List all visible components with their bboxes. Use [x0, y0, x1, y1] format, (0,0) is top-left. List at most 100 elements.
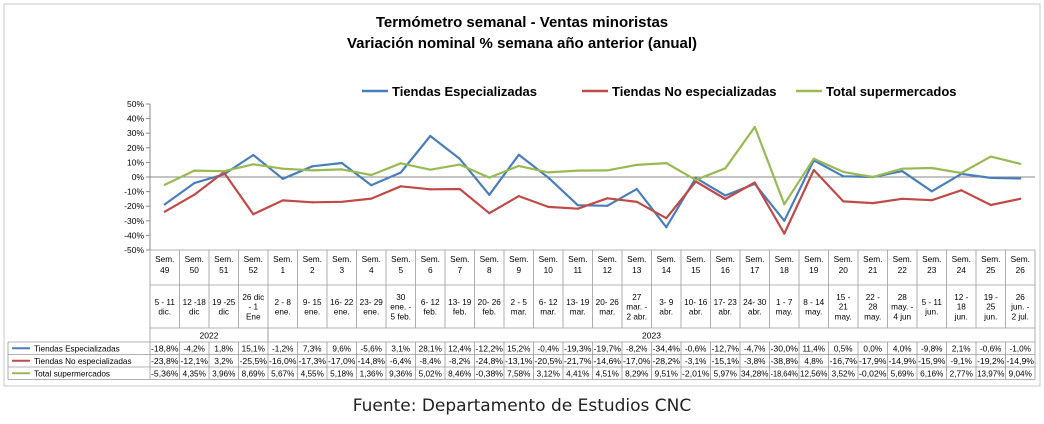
data-label: -3,1%: [685, 357, 706, 366]
date-range-line: 1 - 7: [776, 298, 793, 307]
data-point: [193, 193, 196, 196]
data-point: [724, 194, 727, 197]
data-label: 15,1%: [242, 344, 265, 353]
data-point: [989, 176, 992, 179]
data-point: [252, 153, 255, 157]
data-point: [842, 200, 845, 203]
week-label: Sem. 25: [981, 254, 1000, 275]
data-point: [517, 153, 520, 156]
date-range-line: 26 dic: [242, 293, 264, 302]
date-range-label: 24- 30 abr.: [743, 298, 767, 317]
data-point: [635, 163, 638, 166]
series-line: [164, 125, 1021, 206]
data-point: [901, 167, 904, 170]
week-label-line: 12: [603, 265, 613, 275]
week-label-line: Sem.: [214, 254, 233, 264]
data-label: -13,1%: [505, 357, 533, 366]
data-point: [429, 134, 432, 138]
week-label-line: Sem.: [686, 254, 705, 264]
date-range-label: 19 -25 jun.: [983, 293, 998, 321]
week-label: Sem. 24: [952, 254, 971, 275]
data-point: [547, 176, 550, 179]
date-range-line: 2 abr.: [627, 312, 647, 321]
legend-label: Tiendas Especializadas: [392, 84, 537, 99]
week-label-line: Sem.: [539, 254, 558, 264]
date-range-label: 8 - 14 may.: [803, 298, 824, 317]
data-point: [547, 205, 550, 209]
date-range-line: 19 -: [984, 293, 998, 302]
date-range-line: 30: [396, 293, 406, 302]
date-range-line: jun.: [954, 312, 968, 321]
data-label: 28,1%: [419, 344, 442, 353]
date-range-label: 13- 19 mar.: [566, 298, 590, 317]
week-label-line: Sem.: [391, 254, 410, 264]
date-range-line: 5 - 11: [155, 298, 176, 307]
y-tick-label: 30%: [127, 128, 144, 138]
data-label: -18,64%: [771, 369, 799, 378]
week-label-line: Sem.: [716, 254, 735, 264]
data-label: 7,58%: [507, 369, 530, 378]
date-range-line: ene. -: [390, 303, 411, 312]
data-point: [960, 171, 963, 175]
date-range-line: feb.: [453, 308, 467, 317]
week-label-line: 7: [457, 265, 462, 275]
date-range-label: 12 -18 jun.: [954, 293, 969, 321]
week-label-line: 17: [750, 265, 760, 275]
data-label: -14,9%: [889, 357, 917, 366]
week-label-line: 49: [160, 265, 170, 275]
data-point: [311, 201, 314, 204]
week-label: Sem. 23: [922, 254, 941, 275]
week-label: Sem. 13: [627, 254, 646, 275]
data-label: 12,56%: [800, 369, 828, 378]
date-range-line: may.: [805, 308, 822, 317]
data-point: [429, 188, 432, 191]
y-tick-label: 10%: [127, 157, 144, 167]
data-label: 1,8%: [214, 344, 233, 353]
data-label: -5,36%: [151, 369, 179, 378]
data-label: -19,3%: [564, 344, 592, 353]
plot-area: [163, 125, 1022, 235]
date-range-line: 10- 16: [684, 298, 708, 307]
data-label: 5,02%: [419, 369, 442, 378]
date-range-line: 28: [868, 303, 878, 312]
y-tick-label: -50%: [124, 245, 144, 255]
data-label: -19,2%: [977, 357, 1005, 366]
data-label: -5,6%: [361, 344, 382, 353]
data-point: [488, 176, 491, 179]
date-range-label: 23- 29 ene.: [360, 298, 384, 317]
date-range-label: 10- 16 abr.: [684, 298, 708, 317]
date-range-line: 2 - 8: [275, 298, 292, 307]
data-label: 5,69%: [891, 369, 914, 378]
date-range-label: 6- 12 mar.: [539, 298, 558, 317]
date-range-line: jun. -: [1010, 303, 1029, 312]
data-label: -0,6%: [685, 344, 706, 353]
data-label: -4,2%: [184, 344, 205, 353]
date-range-line: may.: [835, 312, 852, 321]
series-line: [164, 168, 1021, 235]
date-range-line: ene.: [363, 308, 379, 317]
week-label: Sem. 14: [657, 254, 676, 275]
week-label-line: 10: [544, 265, 554, 275]
data-label: 2,1%: [952, 344, 971, 353]
date-range-line: ene.: [304, 308, 320, 317]
date-range-line: 3- 9: [659, 298, 674, 307]
row-series-name: Tiendas Especializadas: [34, 344, 120, 353]
data-label: -0,38%: [476, 369, 504, 378]
data-point: [606, 204, 609, 207]
data-point: [370, 173, 373, 177]
week-label-line: Sem.: [185, 254, 204, 264]
week-label: Sem. 22: [893, 254, 912, 275]
date-range-line: abr.: [659, 308, 673, 317]
week-label-line: Sem.: [981, 254, 1000, 264]
data-point: [635, 200, 638, 203]
data-point: [665, 162, 668, 165]
data-point: [576, 207, 579, 210]
date-range-line: 9- 15: [303, 298, 322, 307]
week-label: Sem. 2: [303, 254, 322, 275]
week-label-line: Sem.: [863, 254, 882, 264]
date-range-line: dic: [219, 308, 229, 317]
date-range-line: 13- 19: [448, 298, 472, 307]
data-label: -12,1%: [181, 357, 209, 366]
data-label: -1,0%: [1010, 344, 1031, 353]
data-label: -18,8%: [151, 344, 179, 353]
